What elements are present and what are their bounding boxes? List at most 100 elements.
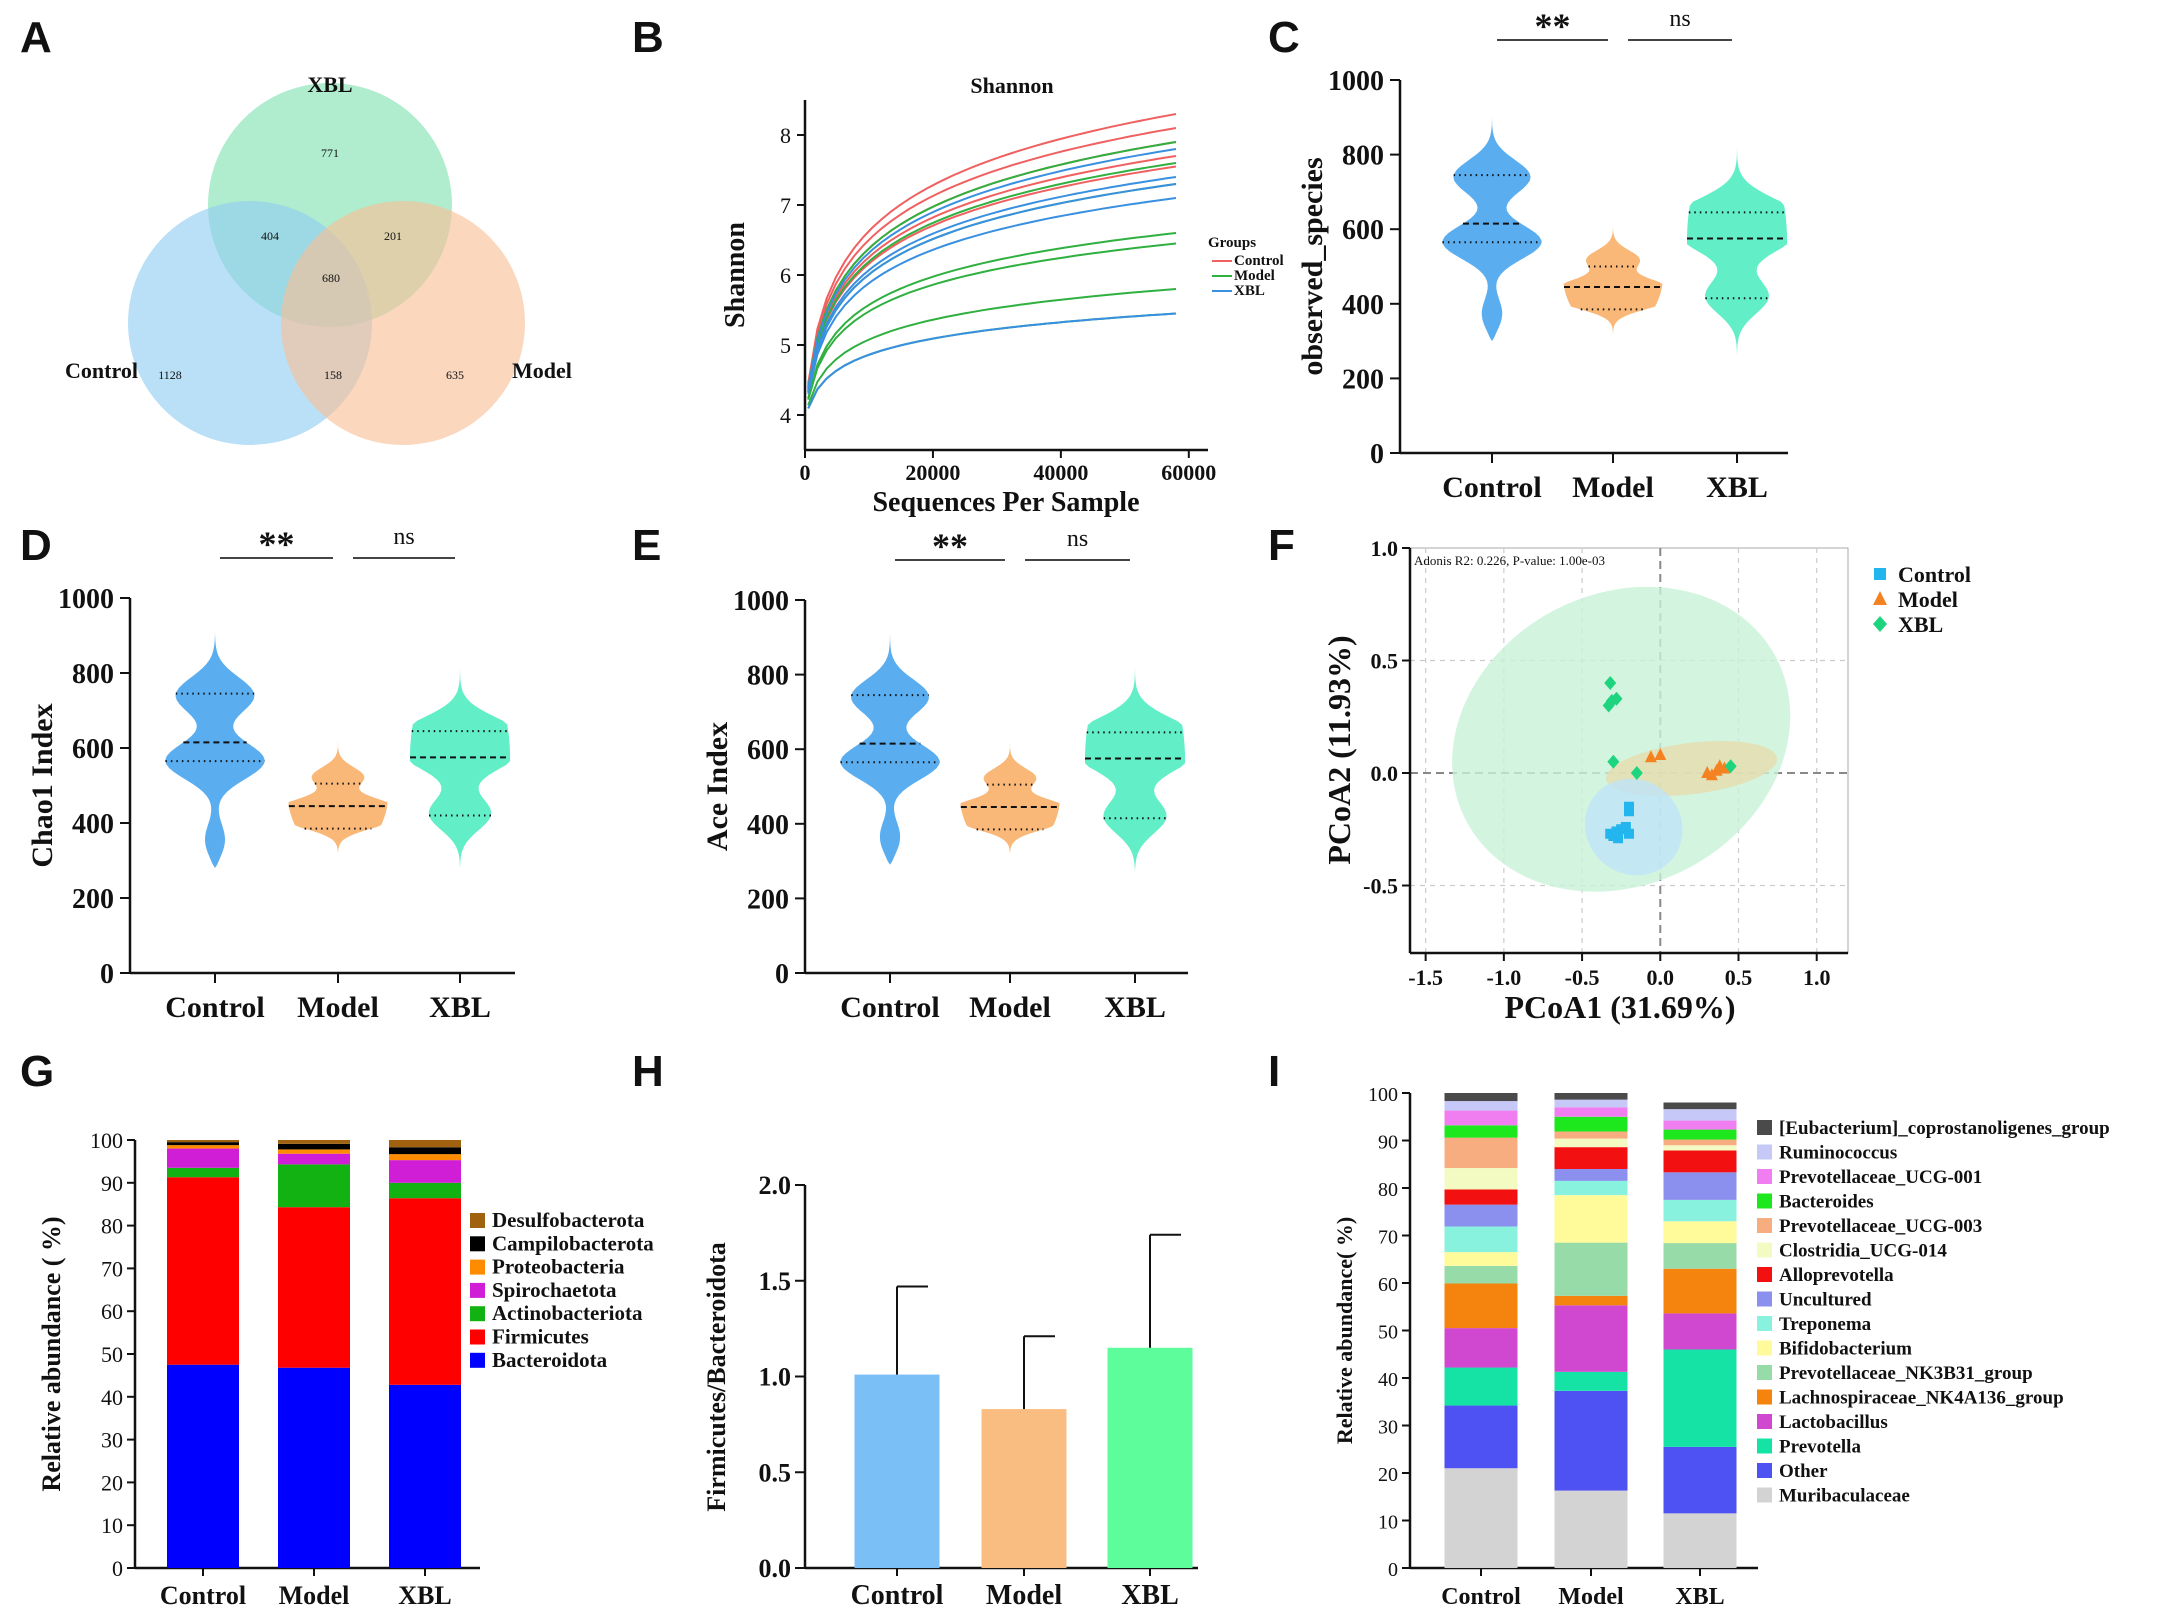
d-y-tick-label: 600 <box>72 734 114 765</box>
g-legend-label: Campilobacterota <box>492 1231 654 1255</box>
b-curve-xbl <box>807 197 1177 395</box>
f-y-tick-label: 0.0 <box>1371 761 1399 786</box>
g-legend-swatch <box>470 1329 485 1345</box>
i-bar-segment-lactobacillus <box>1554 1305 1628 1372</box>
f-x-tick-label: 1.0 <box>1803 965 1831 990</box>
venn-circle-model <box>281 201 525 445</box>
c-y-tick-label: 200 <box>1342 364 1384 395</box>
i-bar-segment-ruminococcus <box>1554 1099 1628 1108</box>
i-bar-segment-uncultured <box>1444 1204 1518 1227</box>
i-bar-segment-prevotellaceae-nk3b31-group <box>1554 1242 1628 1296</box>
g-legend-label: Spirochaetota <box>492 1278 617 1302</box>
g-y-tick-label: 90 <box>101 1171 123 1196</box>
f-ellipse-xbl <box>1452 586 1791 892</box>
panel-label-c: C <box>1268 13 1300 62</box>
b-curve-model <box>807 242 1177 400</box>
e-y-tick-label: 800 <box>747 661 789 692</box>
e-y-tick-label: 600 <box>747 735 789 766</box>
venn-set-label-control: Control <box>65 358 138 383</box>
i-bar-segment-alloprevotella <box>1554 1147 1628 1169</box>
f-ellipse-control <box>1584 778 1683 876</box>
g-legend-label: Firmicutes <box>492 1325 589 1349</box>
g-bar-segment-campilobacterota <box>278 1143 350 1150</box>
g-bar-segment-firmicutes <box>278 1207 350 1368</box>
e-x-label-xbl: XBL <box>1104 991 1166 1024</box>
d-y-label: Chao1 Index <box>26 703 59 867</box>
b-y-tick-label: 6 <box>780 263 791 288</box>
f-x-tick-label: 0.0 <box>1647 965 1675 990</box>
i-y-tick-label: 10 <box>1378 1512 1398 1534</box>
i-bar-segment-prevotella <box>1444 1367 1518 1406</box>
i-bar-segment-prevotella <box>1663 1349 1737 1447</box>
h-x-label-control: Control <box>851 1580 944 1611</box>
d-y-tick-label: 200 <box>72 884 114 915</box>
e-violin-control <box>840 633 940 865</box>
i-y-tick-label: 90 <box>1378 1132 1398 1154</box>
e-x-label-control: Control <box>840 991 939 1024</box>
i-legend-swatch <box>1757 1193 1772 1209</box>
panel-label-a: A <box>20 13 52 62</box>
f-legend-label-xbl: XBL <box>1898 612 1943 637</box>
i-y-tick-label: 50 <box>1378 1322 1398 1344</box>
i-bar-segment-prevotellaceae-ucg-003 <box>1444 1137 1518 1169</box>
i-bar-segment--eubacterium-coprostanoligenes-group <box>1444 1093 1518 1102</box>
i-bar-segment-bifidobacterium <box>1444 1252 1518 1266</box>
g-y-tick-label: 0 <box>112 1556 123 1581</box>
h-x-label-model: Model <box>986 1580 1062 1611</box>
g-legend-swatch <box>470 1352 485 1368</box>
h-y-tick-label: 0.0 <box>759 1554 792 1583</box>
g-bar-segment-bacteroidota <box>389 1384 461 1568</box>
d-y-tick-label: 1000 <box>58 584 114 615</box>
panel-label-f: F <box>1268 521 1295 570</box>
f-point-xbl <box>1604 676 1617 690</box>
g-bar-segment-bacteroidota <box>278 1367 350 1568</box>
g-y-tick-label: 10 <box>101 1513 123 1538</box>
i-legend-swatch <box>1757 1389 1772 1405</box>
b-legend-label-xbl: XBL <box>1234 283 1265 299</box>
i-bar-segment-ruminococcus <box>1663 1109 1737 1121</box>
panel-c-violin: 0 200 400 600 800 1000 observed_species Control… <box>1296 6 1788 504</box>
panel-h-bar: 0.0 0.5 1.0 1.5 2.0 Firmicutes/Bacteroidota Co… <box>702 1171 1198 1611</box>
g-bar-segment-campilobacterota <box>167 1142 239 1146</box>
i-y-tick-label: 40 <box>1378 1369 1398 1391</box>
g-y-tick-label: 40 <box>101 1385 123 1410</box>
c-sig-label-0: ** <box>1535 6 1571 46</box>
i-bar-segment--eubacterium-coprostanoligenes-group <box>1554 1093 1628 1100</box>
i-legend-swatch <box>1757 1144 1772 1160</box>
c-y-label: observed_species <box>1296 157 1329 375</box>
i-y-tick-label: 80 <box>1378 1179 1398 1201</box>
i-legend-label: Alloprevotella <box>1779 1265 1894 1286</box>
d-violin-control <box>165 628 265 868</box>
h-y-tick-label: 1.0 <box>759 1363 792 1392</box>
b-x-tick-label: 0 <box>800 460 811 485</box>
f-annotation: Adonis R2: 0.226, P-value: 1.00e-03 <box>1414 553 1605 568</box>
i-bar-segment-clostridia-ucg-014 <box>1444 1168 1518 1190</box>
b-curve-model <box>807 288 1177 406</box>
e-y-label: Ace Index <box>701 722 734 851</box>
venn-count-model_only: 635 <box>446 368 464 382</box>
i-bar-segment-other <box>1444 1405 1518 1469</box>
b-y-tick-label: 8 <box>780 123 791 148</box>
panel-d-violin: 0 200 400 600 800 1000 Chao1 Index Control Model… <box>26 524 515 1024</box>
g-legend-label: Bacteroidota <box>492 1348 608 1372</box>
i-legend-swatch <box>1757 1414 1772 1429</box>
g-bar-segment-desulfobacterota <box>278 1140 350 1144</box>
b-x-tick-label: 60000 <box>1161 460 1216 485</box>
i-legend-swatch <box>1757 1463 1772 1478</box>
panel-label-h: H <box>632 1047 664 1096</box>
g-bar-segment-spirochaetota <box>167 1148 239 1168</box>
panel-label-g: G <box>20 1047 54 1096</box>
i-x-label-control: Control <box>1441 1584 1521 1610</box>
b-curve-xbl <box>807 312 1177 409</box>
g-y-label: Relative abundance ( %) <box>37 1216 66 1491</box>
i-legend-label: Lactobacillus <box>1779 1412 1888 1433</box>
d-y-tick-label: 400 <box>72 809 114 840</box>
i-legend-swatch <box>1757 1120 1772 1135</box>
venn-count-xbl_control: 404 <box>261 229 279 243</box>
venn-count-control_model: 158 <box>324 368 342 382</box>
c-y-tick-label: 400 <box>1342 290 1384 321</box>
b-legend-label-model: Model <box>1234 268 1275 284</box>
i-bar-segment-muribaculaceae <box>1554 1490 1628 1568</box>
panel-label-d: D <box>20 521 52 570</box>
g-bar-segment-desulfobacterota <box>167 1140 239 1143</box>
